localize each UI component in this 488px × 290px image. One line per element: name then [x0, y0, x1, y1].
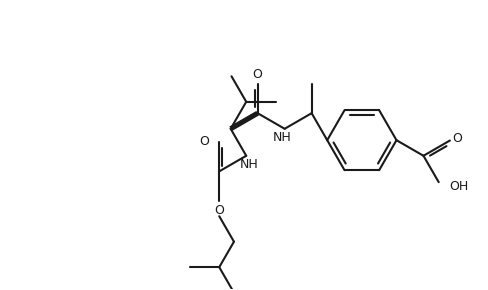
Polygon shape — [231, 112, 258, 129]
Text: O: O — [199, 135, 209, 148]
Text: NH: NH — [273, 131, 292, 144]
Text: NH: NH — [239, 158, 258, 171]
Text: O: O — [452, 132, 462, 145]
Text: O: O — [214, 204, 224, 217]
Text: O: O — [253, 68, 263, 81]
Text: OH: OH — [449, 180, 468, 193]
